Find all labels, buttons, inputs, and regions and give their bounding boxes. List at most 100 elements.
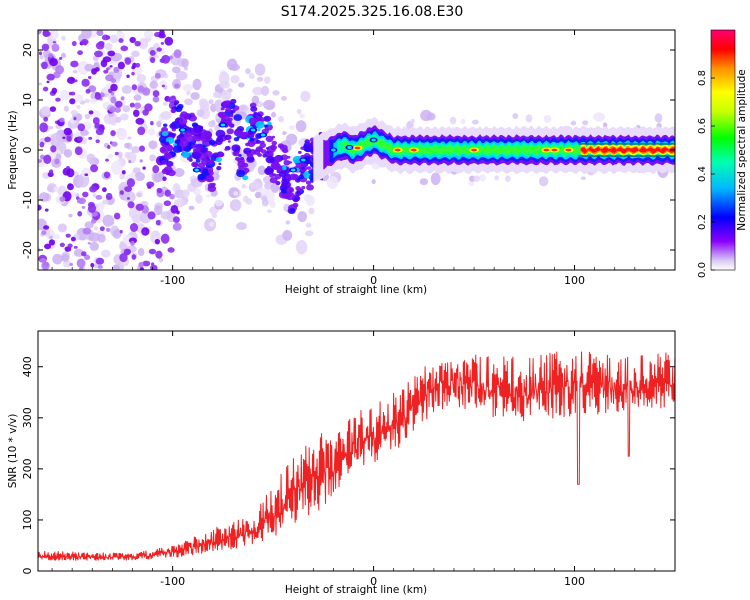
snr-xtick-label: 100: [564, 575, 585, 588]
spectrogram-cell: [63, 127, 73, 136]
spectrogram-cell: [505, 175, 511, 183]
spectrogram-cell: [88, 75, 92, 80]
spectrogram-cell: [196, 109, 205, 118]
spectrogram-cell: [155, 250, 163, 259]
spectrogram-cell: [205, 174, 214, 182]
spectrogram-cell: [150, 264, 158, 270]
spectrogram-cell: [161, 168, 170, 175]
spectrogram-cell: [173, 198, 186, 208]
spectrogram-cell: [551, 148, 558, 152]
spectrogram-cell: [208, 139, 216, 146]
spectrogram-cell: [102, 199, 109, 205]
spectrogram-cell: [70, 109, 79, 116]
spectrogram-cell: [84, 221, 94, 229]
spectrogram-cell: [153, 54, 159, 59]
spectrogram-cell: [48, 125, 54, 130]
spectrogram-cell: [305, 144, 314, 151]
spectrogram-cell: [132, 109, 140, 117]
colorbar-tick-label: 0.0: [697, 262, 708, 278]
spectrogram-cell: [39, 141, 45, 148]
colorbar: 0.0 0.2 0.4 0.6 0.8 Normalized spectral ampl…: [697, 29, 748, 278]
spectrogram-cell: [297, 211, 307, 223]
spectrogram-cell: [76, 105, 81, 110]
spectrogram-cell: [280, 96, 287, 101]
spectrogram-cell: [394, 148, 401, 152]
spectrogram-cell: [167, 96, 177, 104]
spectrogram-cell: [126, 151, 137, 164]
spectrogram-cell: [211, 182, 216, 187]
spectrogram-cell: [65, 233, 71, 238]
spectrogram-cell: [120, 45, 129, 52]
spectrogram-cell: [180, 111, 188, 118]
spectrogram-cell: [217, 112, 225, 118]
spectrogram-cell: [285, 133, 298, 146]
spectrogram-cell: [162, 123, 168, 128]
spectrogram-cell: [139, 159, 143, 163]
spectrogram-cell: [161, 130, 169, 137]
spectrogram-cell: [295, 239, 308, 255]
spectrogram-ytick-label: -20: [21, 241, 34, 259]
spectrogram-cell: [115, 31, 126, 39]
spectrogram-cell: [53, 186, 59, 192]
spectrogram-cell: [149, 50, 156, 56]
spectrogram-cell: [108, 106, 117, 113]
spectrogram-cell: [169, 123, 177, 129]
spectrogram-cell: [87, 242, 91, 245]
spectrogram-cell: [494, 175, 499, 181]
spectrogram-cell: [38, 159, 43, 163]
spectrogram-cell: [160, 111, 172, 120]
spectrogram-cell: [84, 254, 91, 261]
snr-xtick-label: -100: [160, 575, 185, 588]
spectrogram-cell: [107, 153, 114, 159]
spectrogram-cell: [114, 116, 122, 123]
spectrogram-cell: [194, 168, 200, 172]
spectrogram-cell: [270, 144, 278, 151]
spectrogram-cell: [156, 120, 162, 128]
spectrogram-cell: [90, 164, 99, 173]
spectrogram-cell: [512, 113, 519, 120]
spectrogram-cell: [580, 176, 586, 180]
spectrogram-cell: [160, 211, 172, 220]
spectrogram-cell: [264, 167, 274, 176]
spectrogram-cell: [131, 71, 135, 76]
spectrogram-cell: [160, 41, 164, 45]
spectrogram-cell: [127, 201, 135, 209]
spectrogram-cell: [70, 91, 76, 96]
spectrogram-cell: [215, 157, 222, 163]
spectrogram-cell: [282, 230, 293, 241]
spectrogram-cell: [99, 226, 105, 232]
spectrogram-cell: [93, 226, 98, 231]
spectrogram-cell: [109, 34, 119, 44]
spectrogram-cell: [134, 102, 142, 110]
spectrogram-cell: [202, 157, 208, 162]
spectrogram-cell: [46, 73, 55, 81]
spectrogram-cell: [82, 191, 89, 198]
spectrogram-cell: [260, 133, 266, 137]
spectrogram-cell: [117, 61, 125, 70]
spectrogram-ytick-label: 10: [21, 93, 34, 107]
spectrogram-cell: [162, 101, 168, 106]
spectrogram-cell: [123, 191, 136, 203]
spectrogram-cell: [582, 120, 589, 126]
spectrogram-cell: [192, 78, 202, 91]
spectrogram-image: [38, 30, 675, 270]
spectrogram-cell: [219, 80, 231, 89]
spectrogram-cell: [128, 160, 132, 164]
spectrogram-cell: [119, 229, 123, 234]
colorbar-tick-label: 0.8: [697, 70, 708, 86]
spectrogram-cell: [226, 128, 235, 135]
spectrogram-cell: [218, 152, 225, 158]
spectrogram-cell: [39, 258, 47, 263]
spectrogram-cell: [107, 145, 111, 149]
spectrogram-cell: [212, 91, 221, 98]
spectrogram-cell: [83, 40, 88, 46]
spectrogram-cell: [167, 169, 176, 177]
spectrogram-cell: [38, 82, 43, 86]
spectrogram-cell: [110, 130, 116, 137]
spectrogram-cell: [250, 181, 261, 190]
spectrogram-cell: [305, 222, 312, 228]
spectrogram-cell: [256, 76, 264, 82]
spectrogram-cell: [229, 63, 240, 71]
spectrogram-cell: [124, 186, 133, 192]
